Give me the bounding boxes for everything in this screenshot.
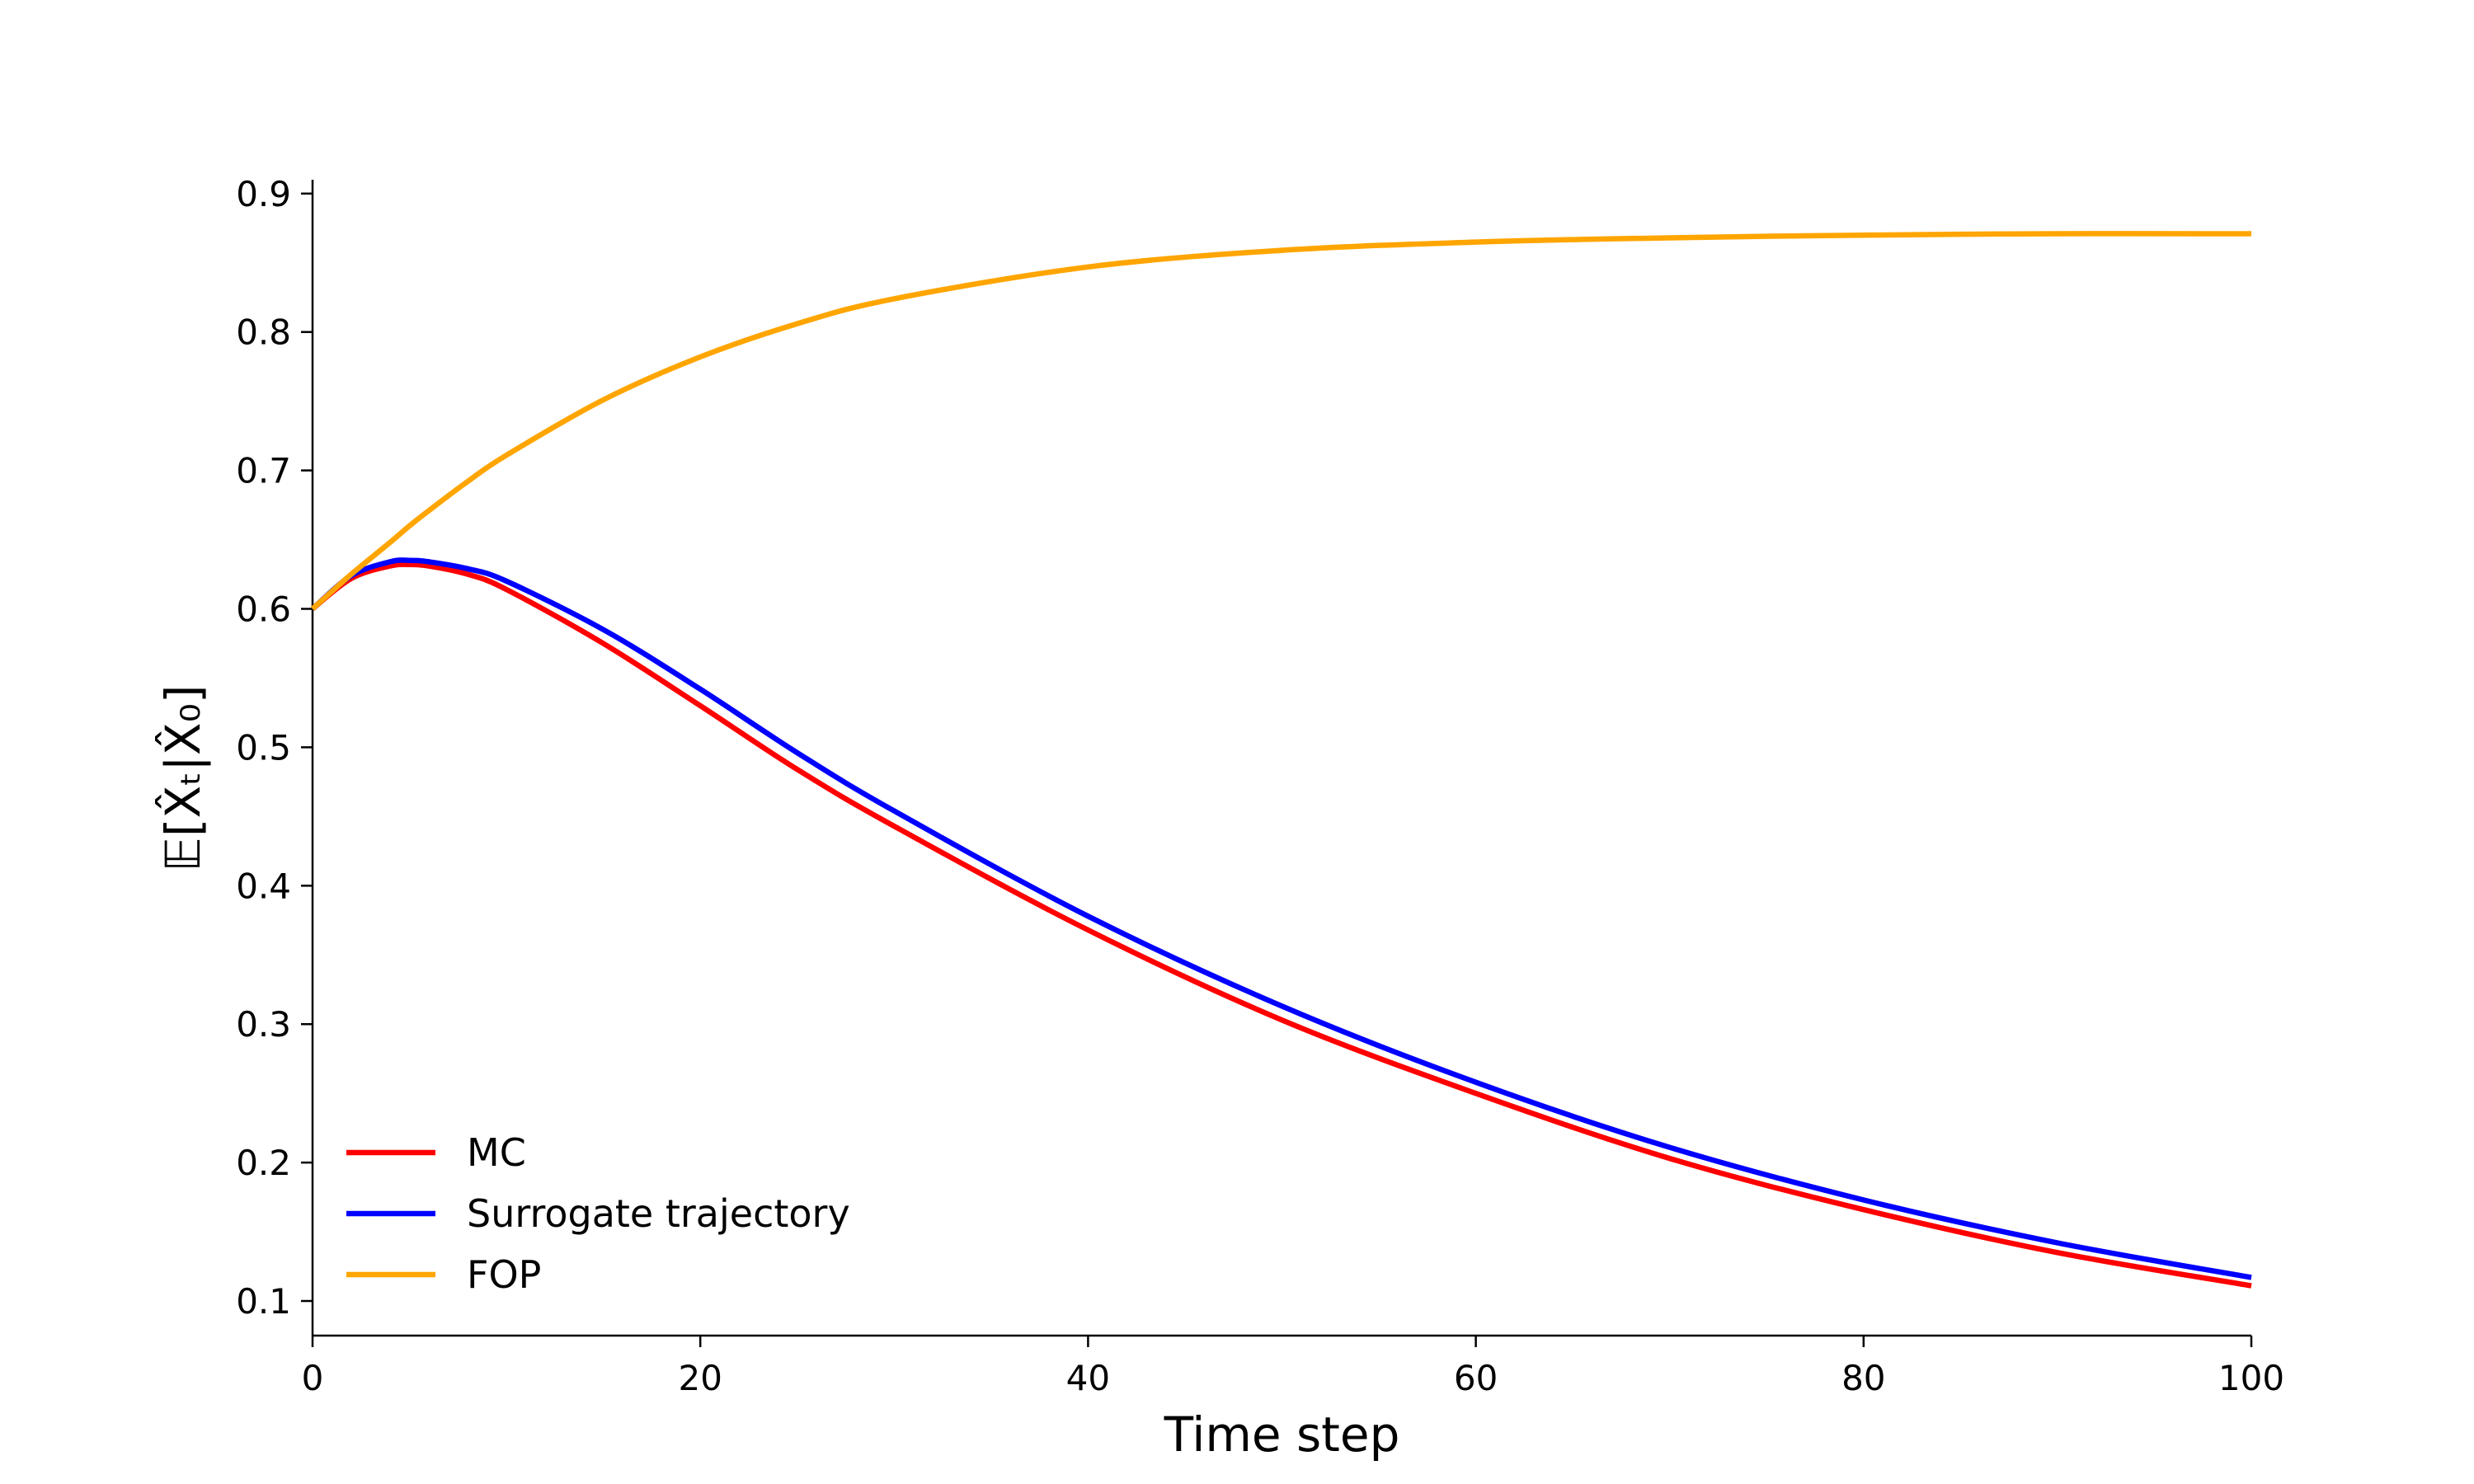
y-tick-label: 0.5 xyxy=(236,727,291,768)
x-tick-label: 40 xyxy=(1066,1358,1110,1398)
series-line-fop xyxy=(310,231,2252,611)
y-tick-label: 0.8 xyxy=(236,312,291,353)
x-ticks: 0 20 40 60 80 100 xyxy=(302,1336,2284,1398)
legend: MC Surrogate trajectory FOP xyxy=(346,1130,850,1297)
y-tick-label: 0.6 xyxy=(236,589,291,630)
x-tick-label: 80 xyxy=(1841,1358,1885,1398)
y-axis-title: 𝔼[X̂ₜ|X̂₀] xyxy=(154,685,211,872)
y-tick-label: 0.1 xyxy=(236,1281,291,1322)
y-tick-label: 0.2 xyxy=(236,1143,291,1183)
x-tick-label: 60 xyxy=(1454,1358,1498,1398)
y-tick-label: 0.3 xyxy=(236,1004,291,1045)
legend-label: Surrogate trajectory xyxy=(467,1191,850,1236)
y-ticks: 0.1 0.2 0.3 0.4 0.5 0.6 0.7 0.8 0.9 xyxy=(236,174,313,1322)
series-lines xyxy=(310,231,2252,1289)
legend-item: Surrogate trajectory xyxy=(346,1191,850,1236)
y-tick-label: 0.4 xyxy=(236,866,291,906)
series-line-surrogate-trajectory xyxy=(310,557,2252,1280)
x-tick-label: 100 xyxy=(2218,1358,2284,1398)
legend-item: FOP xyxy=(346,1252,541,1297)
legend-label: MC xyxy=(467,1130,526,1175)
axes xyxy=(311,180,2251,1337)
x-axis-title: Time step xyxy=(1164,1407,1400,1463)
x-tick-label: 0 xyxy=(302,1358,324,1398)
y-tick-label: 0.7 xyxy=(236,451,291,491)
y-tick-label: 0.9 xyxy=(236,174,291,214)
legend-item: MC xyxy=(346,1130,526,1175)
legend-label: FOP xyxy=(467,1252,541,1297)
x-tick-label: 20 xyxy=(678,1358,722,1398)
series-line-mc xyxy=(310,561,2252,1289)
